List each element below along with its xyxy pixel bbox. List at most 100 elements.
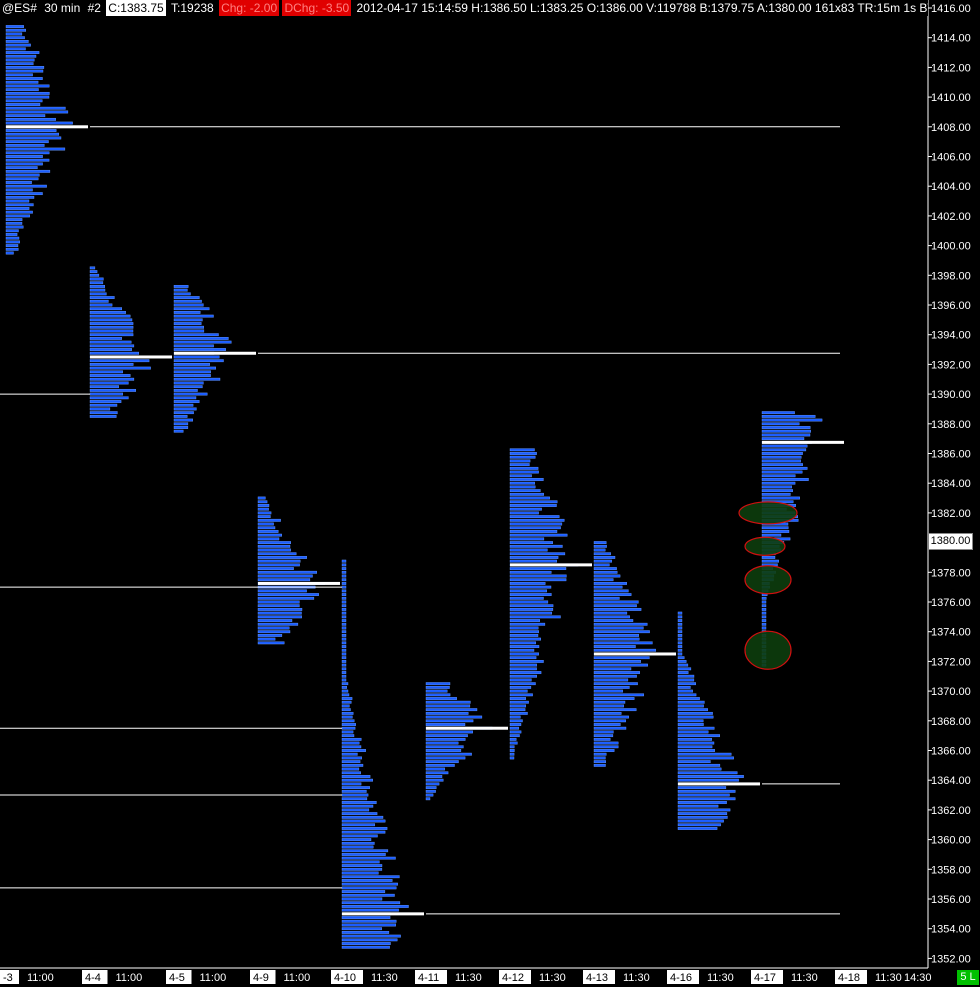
profile-bar	[257, 496, 266, 500]
profile-bar	[5, 110, 69, 114]
profile-bar	[257, 559, 301, 563]
symbol-label[interactable]: @ES#	[2, 1, 37, 15]
profile-bar	[677, 634, 683, 637]
profile-bar	[89, 363, 134, 366]
profile-bar	[593, 630, 650, 634]
profile-bar	[341, 938, 398, 942]
close-value: C:1383.75	[106, 0, 166, 16]
profile-bar	[341, 604, 347, 608]
profile-bar	[341, 641, 347, 645]
price-tick-label: 1398.00	[931, 270, 971, 282]
profile-bar	[341, 849, 389, 853]
profile-bar	[593, 737, 611, 741]
profile-bar	[593, 563, 610, 567]
profile-bar	[341, 927, 382, 931]
profile-bar	[89, 288, 106, 292]
profile-bar	[5, 214, 30, 218]
profile-bar	[5, 221, 23, 225]
profile-bar	[5, 218, 23, 222]
poc-line-4-5	[174, 351, 256, 355]
price-tick-label: 1358.00	[931, 864, 971, 876]
profile-bar	[761, 604, 767, 608]
profile-bar	[173, 407, 197, 411]
price-axis[interactable]: 1416.00 1414.00 1412.00 1410.00 1408.00 1406.…	[927, 0, 971, 968]
profile-bar	[593, 608, 642, 611]
profile-bar	[341, 853, 386, 856]
level-lines-layer	[0, 126, 840, 915]
profile-bar	[593, 615, 630, 619]
profile-bar	[89, 318, 133, 322]
profile-bars-layer	[5, 25, 844, 949]
profile-bar	[5, 62, 34, 66]
profile-bar	[173, 363, 210, 366]
profile-bar	[341, 567, 347, 570]
profile-bar	[593, 697, 635, 700]
profile-bar	[593, 634, 639, 637]
profile-bar	[593, 663, 648, 667]
profile-bar	[761, 619, 767, 622]
profile-bar	[761, 481, 796, 485]
profile-bar	[761, 596, 767, 600]
profile-bar	[341, 608, 347, 611]
profile-bar	[425, 682, 451, 686]
profile-bar	[509, 645, 540, 648]
profile-bar	[341, 663, 347, 667]
price-tick-label: 1352.00	[931, 953, 971, 965]
profile-bar	[5, 181, 32, 184]
status-badge[interactable]: 5 L	[957, 970, 979, 985]
profile-bar	[173, 411, 194, 415]
profile-bar	[677, 741, 715, 745]
profile-bar	[341, 819, 386, 823]
profile-bar	[677, 767, 722, 771]
profile-bar	[761, 414, 816, 418]
profile-bar	[677, 652, 683, 656]
profile-bar	[509, 756, 515, 760]
profile-bar	[341, 875, 400, 879]
profile-bar	[257, 515, 271, 519]
profile-bar	[341, 645, 347, 648]
profile-bar	[173, 325, 204, 329]
profile-bar	[5, 25, 24, 28]
profile-bar	[89, 366, 151, 370]
profile-bar	[509, 455, 536, 459]
profile-bar	[509, 574, 567, 578]
profile-bar	[257, 556, 307, 559]
profile-bar	[593, 693, 644, 697]
profile-bar	[341, 916, 391, 919]
profile-bar	[5, 210, 33, 214]
profile-bar	[341, 834, 378, 838]
profile-bar	[257, 611, 302, 615]
profile-bar	[173, 381, 204, 385]
profile-bar	[5, 103, 41, 106]
time-axis[interactable]: -3 11:00 4-4 11:00 4-5 11:00 4-9 11:00 4-10 11:30…	[0, 967, 932, 984]
poc-line-4-3	[6, 125, 88, 129]
profile-4-10	[341, 559, 424, 949]
profile-bar	[509, 530, 558, 533]
profile-bar	[5, 136, 62, 140]
marker-ellipses-layer	[738, 501, 798, 670]
profile-bar	[593, 578, 614, 582]
profile-bar	[257, 504, 270, 507]
profile-bar	[761, 470, 803, 474]
profile-bar	[593, 734, 614, 738]
profile-bar	[341, 737, 362, 741]
profile-bar	[593, 752, 607, 756]
profile-bar	[5, 229, 19, 233]
marker-ellipse	[744, 565, 792, 595]
profile-bar	[341, 685, 347, 689]
profile-bar	[341, 793, 369, 797]
profile-bar	[173, 292, 191, 296]
profile-bar	[593, 671, 640, 674]
profile-bar	[425, 771, 449, 775]
profile-bar	[257, 574, 313, 578]
date-label-box	[751, 970, 783, 984]
date-label-box	[331, 970, 363, 984]
poc-line-4-12	[510, 563, 592, 567]
time-label: 11:30	[455, 972, 482, 984]
profile-bar	[509, 678, 532, 682]
profile-bar	[677, 693, 697, 697]
profile-bar	[89, 400, 122, 403]
interval-label[interactable]: 30 min	[44, 1, 81, 15]
profile-bar	[341, 845, 374, 849]
profile-bar	[5, 51, 40, 54]
